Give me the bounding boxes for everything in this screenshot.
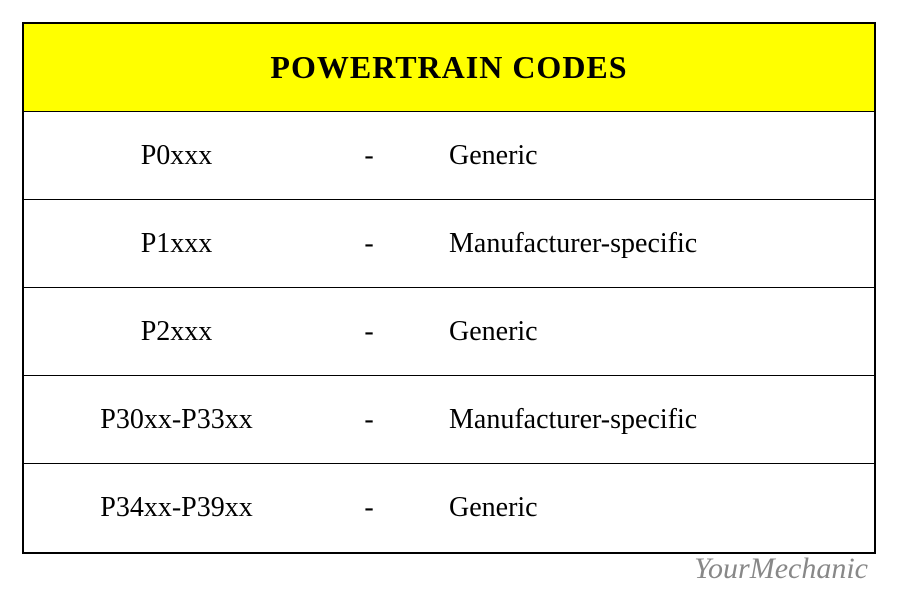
code-cell: P1xxx	[24, 228, 329, 260]
codes-table: POWERTRAIN CODES P0xxx - Generic P1xxx -…	[22, 22, 876, 554]
desc-cell: Generic	[409, 492, 874, 524]
dash-cell: -	[329, 316, 409, 348]
desc-cell: Manufacturer-specific	[409, 404, 874, 436]
table-row: P30xx-P33xx - Manufacturer-specific	[24, 376, 874, 464]
dash-cell: -	[329, 228, 409, 260]
table-title: POWERTRAIN CODES	[270, 49, 627, 86]
dash-cell: -	[329, 404, 409, 436]
code-cell: P34xx-P39xx	[24, 492, 329, 524]
dash-cell: -	[329, 140, 409, 172]
desc-cell: Generic	[409, 140, 874, 172]
table-row: P34xx-P39xx - Generic	[24, 464, 874, 552]
table-row: P0xxx - Generic	[24, 112, 874, 200]
desc-cell: Generic	[409, 316, 874, 348]
dash-cell: -	[329, 492, 409, 524]
table-header-row: POWERTRAIN CODES	[24, 24, 874, 112]
code-cell: P30xx-P33xx	[24, 404, 329, 436]
table-row: P2xxx - Generic	[24, 288, 874, 376]
code-cell: P2xxx	[24, 316, 329, 348]
watermark-text: YourMechanic	[694, 552, 868, 586]
desc-cell: Manufacturer-specific	[409, 228, 874, 260]
table-row: P1xxx - Manufacturer-specific	[24, 200, 874, 288]
code-cell: P0xxx	[24, 140, 329, 172]
